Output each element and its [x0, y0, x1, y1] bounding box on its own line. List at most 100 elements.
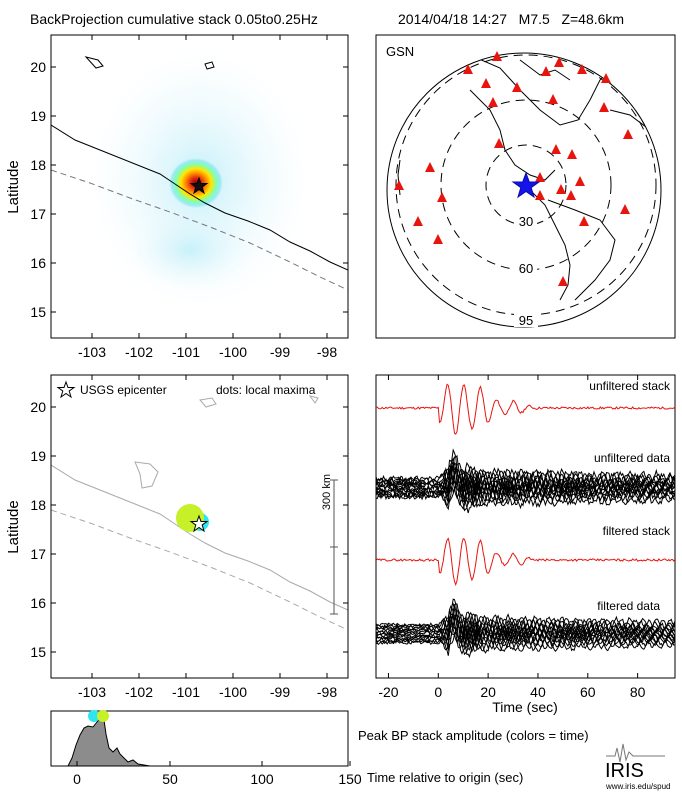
- traces-x-tick-label: 0: [434, 684, 442, 700]
- traces-x-tick-label: -20: [378, 684, 398, 700]
- ring-label-60: 60: [519, 261, 533, 276]
- map-bottom-y-tick-label: 18: [30, 497, 46, 513]
- map-top-y-tick-label: 17: [30, 206, 46, 222]
- map-bottom-panel: USGS epicenter dots: local maxima 300 km…: [30, 374, 349, 700]
- station-triangle: [556, 184, 566, 194]
- map-top-x-tick-label: -99: [270, 344, 290, 360]
- traces-x-tick-label: 40: [530, 684, 546, 700]
- station-triangle: [566, 190, 576, 200]
- map-bottom-x-tick-label: -103: [78, 684, 106, 700]
- station-triangle: [548, 94, 558, 104]
- seismogram-trace: [376, 462, 675, 496]
- island-top-2: [204, 61, 215, 70]
- map-top-x-tick-label: -102: [125, 344, 153, 360]
- figure-title: BackProjection cumulative stack 0.05to0.…: [30, 11, 318, 27]
- map-bottom-y-tick-label: 17: [30, 546, 46, 562]
- map-top-x-tick-label: -98: [317, 344, 337, 360]
- island-bottom: [134, 461, 159, 489]
- station-triangle: [575, 176, 585, 186]
- event-info: 2014/04/18 14:27 M7.5 Z=48.6km: [398, 11, 624, 27]
- traces-x-tick-label: 80: [630, 684, 646, 700]
- map-top-x-tick-label: -103: [78, 344, 106, 360]
- station-triangle: [601, 73, 611, 83]
- filtered-stack-trace: [376, 537, 675, 587]
- traces-x-label: Time (sec): [492, 699, 558, 715]
- map-bottom-y-tick-label: 20: [30, 399, 46, 415]
- map-bottom-x-tick-label: -102: [125, 684, 153, 700]
- map-top-x-tick-label: -100: [219, 344, 247, 360]
- station-triangle: [413, 216, 423, 226]
- map-top-x-tick-label: -101: [172, 344, 200, 360]
- map-top-ticks: -103 -102 -101 -100 -99 -98 20 19 18 17 16 15: [30, 35, 348, 360]
- island-top: [84, 56, 104, 69]
- amplitude-x-tick-label: 150: [338, 771, 362, 787]
- seismogram-trace: [376, 610, 675, 645]
- map-top-y-tick-label: 15: [30, 304, 46, 320]
- label-filtered-stack: filtered stack: [603, 524, 671, 538]
- map-top-y-label: Latitude: [5, 160, 22, 213]
- label-unfiltered-data: unfiltered data: [594, 451, 670, 465]
- scale-bar: [330, 479, 338, 615]
- station-triangle: [481, 78, 491, 88]
- amplitude-title: Peak BP stack amplitude (colors = time): [358, 728, 589, 743]
- station-triangle: [623, 129, 633, 139]
- map-bottom-x-tick-label: -100: [219, 684, 247, 700]
- map-top-y-tick-label: 18: [30, 157, 46, 173]
- scale-bar-label: 300 km: [321, 474, 333, 510]
- seismogram-trace: [376, 608, 675, 642]
- seismogram-trace: [376, 614, 675, 650]
- station-triangle: [437, 192, 447, 202]
- amplitude-dot-green: [97, 710, 109, 722]
- amplitude-x-tick-label: 50: [162, 771, 178, 787]
- station-triangle: [394, 180, 404, 190]
- amplitude-dot-cyan: [88, 710, 100, 722]
- island-bottom-3: [308, 395, 319, 404]
- coastline-bottom: [51, 464, 348, 611]
- unfiltered-stack-trace: [376, 383, 675, 435]
- station-triangle: [535, 190, 545, 200]
- map-top-panel: -103 -102 -101 -100 -99 -98 20 19 18 17 16 15: [30, 34, 349, 360]
- station-triangle: [512, 82, 522, 92]
- epicenter-star-globe: [511, 171, 541, 199]
- ring-label-95: 95: [519, 313, 533, 328]
- station-triangle: [425, 162, 435, 172]
- coastline-top: [51, 124, 348, 271]
- station-triangle: [551, 144, 561, 154]
- station-triangle: [567, 149, 577, 159]
- ring-label-30: 30: [519, 214, 533, 229]
- map-top-y-tick-label: 16: [30, 255, 46, 271]
- station-triangle: [541, 66, 551, 76]
- amplitude-area: [51, 716, 151, 767]
- unfiltered-data-traces: [376, 448, 675, 514]
- label-unfiltered-stack: unfiltered stack: [589, 379, 671, 393]
- traces-x-tick-label: 60: [580, 684, 596, 700]
- filtered-data-traces: [376, 598, 675, 659]
- label-filtered-data: filtered data: [597, 599, 660, 613]
- station-triangle: [463, 64, 473, 74]
- trench-bottom: [51, 509, 348, 631]
- legend-epicenter: [56, 380, 76, 399]
- map-bottom-y-tick-label: 19: [30, 448, 46, 464]
- legend-dots-label: dots: local maxima: [216, 383, 316, 397]
- trench-top: [51, 169, 348, 291]
- map-bottom-x-tick-label: -98: [317, 684, 337, 700]
- station-triangle: [577, 64, 587, 74]
- map-bottom-y-tick-label: 16: [30, 595, 46, 611]
- map-bottom-ticks: -103 -102 -101 -100 -99 -98 20 19 18 17 16 15: [30, 375, 348, 700]
- map-bottom-y-label: Latitude: [5, 500, 22, 553]
- epicenter-star-bottom: [189, 514, 209, 533]
- iris-logo: IRIS www.iris.edu/spud: [605, 743, 670, 791]
- seismogram-trace: [376, 598, 675, 641]
- station-triangle: [620, 204, 630, 214]
- traces-x-ticks: -20 0 20 40 60 80: [378, 375, 646, 700]
- station-triangle: [599, 102, 609, 112]
- station-triangle: [494, 138, 504, 148]
- station-triangle: [579, 216, 589, 226]
- station-triangle: [554, 57, 564, 67]
- station-triangle: [433, 234, 443, 244]
- amplitude-x-tick-label: 0: [73, 771, 81, 787]
- logo-iris-text: IRIS: [605, 760, 644, 782]
- traces-x-tick-label: 20: [480, 684, 496, 700]
- station-triangle: [558, 276, 568, 286]
